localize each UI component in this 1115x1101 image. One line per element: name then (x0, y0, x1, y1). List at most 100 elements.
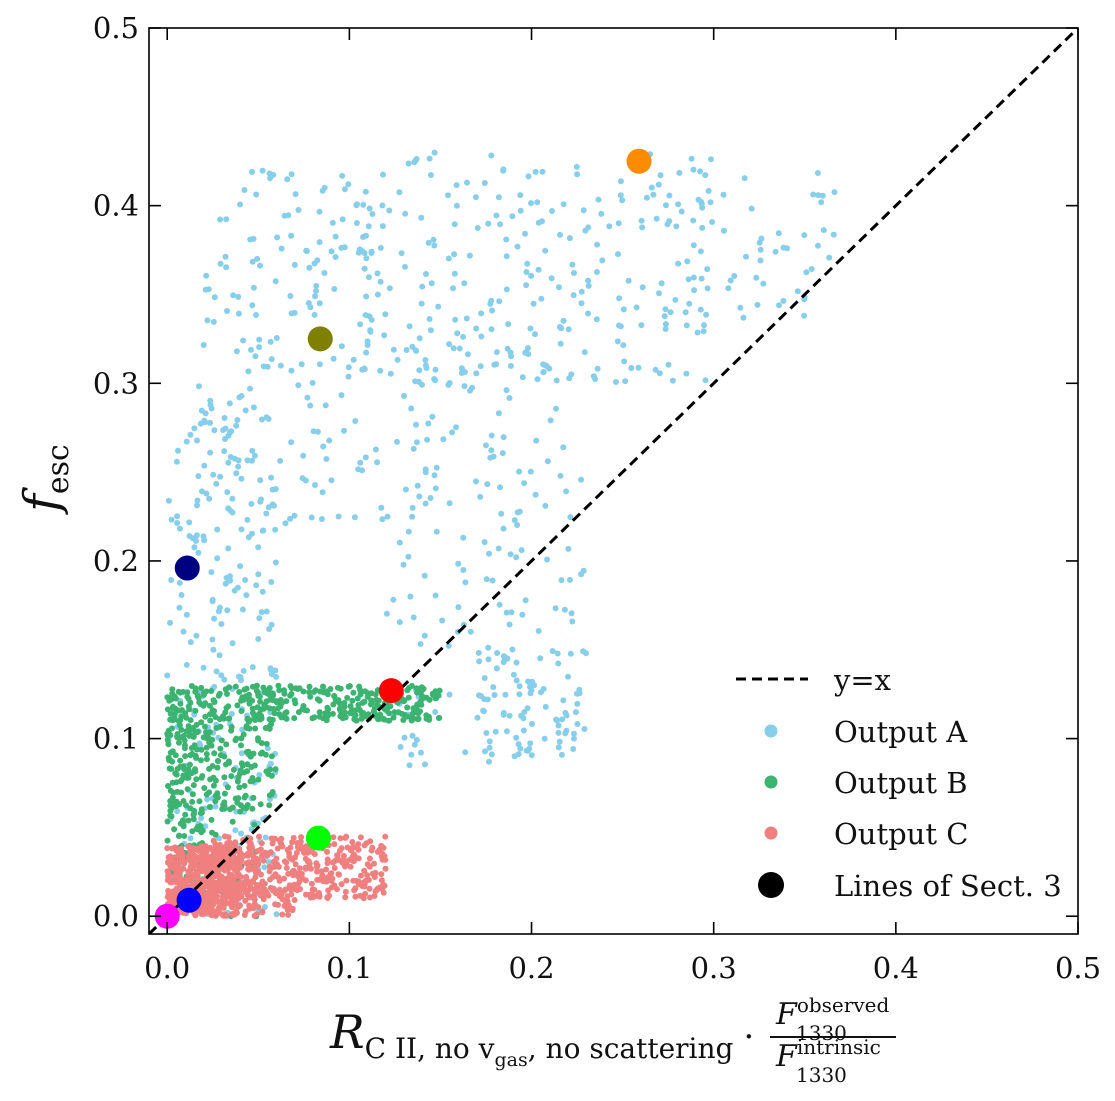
data-point-series-1 (386, 717, 393, 724)
data-point-series-1 (268, 721, 275, 728)
data-point-series-0 (461, 383, 468, 390)
data-point-series-0 (563, 488, 570, 495)
data-point-series-0 (522, 230, 528, 237)
data-point-series-1 (211, 750, 218, 757)
data-point-series-1 (316, 709, 323, 716)
data-point-series-0 (413, 421, 419, 428)
data-point-series-0 (328, 248, 335, 255)
data-point-series-0 (702, 377, 709, 384)
data-point-series-0 (225, 545, 232, 552)
y-tick-label: 0.5 (93, 11, 139, 45)
data-point-series-0 (406, 323, 413, 330)
data-point-series-0 (379, 516, 386, 523)
data-point-series-0 (570, 292, 577, 299)
data-point-series-1 (241, 782, 248, 789)
data-point-series-0 (238, 526, 245, 533)
data-point-series-0 (582, 227, 589, 234)
data-point-series-0 (176, 579, 183, 586)
data-point-series-0 (493, 212, 500, 219)
data-point-series-0 (574, 700, 581, 707)
data-point-series-2 (214, 869, 221, 876)
data-point-series-0 (492, 728, 499, 735)
data-points-layer (164, 149, 838, 920)
data-point-series-0 (655, 181, 662, 188)
data-point-series-0 (614, 338, 621, 345)
data-point-series-2 (274, 845, 281, 852)
data-point-series-0 (408, 751, 415, 758)
data-point-series-0 (423, 271, 429, 277)
data-point-series-0 (194, 437, 200, 444)
data-point-series-1 (395, 709, 402, 716)
data-point-series-0 (403, 347, 410, 353)
data-point-series-1 (190, 724, 197, 731)
data-point-series-0 (488, 447, 495, 454)
data-point-series-0 (272, 559, 279, 566)
data-point-series-2 (336, 871, 342, 878)
data-point-series-1 (238, 742, 244, 749)
data-point-series-2 (284, 893, 291, 900)
data-point-series-0 (210, 646, 217, 653)
data-point-series-0 (257, 498, 264, 505)
data-point-series-1 (203, 688, 210, 695)
data-point-series-1 (253, 682, 260, 689)
data-point-series-0 (509, 646, 516, 653)
data-point-series-0 (517, 207, 524, 214)
data-point-series-0 (557, 472, 564, 479)
data-point-series-1 (234, 778, 241, 785)
data-point-series-0 (313, 282, 320, 289)
data-point-series-1 (263, 704, 270, 710)
data-point-series-0 (475, 649, 482, 656)
data-point-series-0 (460, 534, 467, 541)
data-point-series-0 (386, 207, 393, 214)
data-point-series-2 (357, 892, 364, 899)
data-point-series-0 (506, 712, 513, 719)
data-point-series-0 (533, 437, 540, 444)
data-point-series-0 (328, 477, 335, 484)
data-point-series-0 (264, 745, 271, 752)
data-point-series-0 (525, 173, 532, 180)
data-point-series-0 (486, 744, 493, 751)
data-point-series-0 (224, 607, 231, 614)
data-point-series-0 (263, 608, 270, 615)
data-point-series-0 (377, 244, 384, 251)
data-point-series-0 (287, 515, 293, 522)
data-point-series-0 (238, 677, 244, 684)
data-point-series-0 (686, 300, 693, 307)
data-point-series-2 (380, 889, 387, 896)
data-point-series-0 (405, 160, 412, 167)
data-point-series-0 (657, 172, 664, 179)
data-point-series-0 (814, 170, 821, 176)
data-point-series-0 (530, 300, 537, 307)
data-point-series-2 (241, 912, 248, 918)
data-point-series-1 (221, 774, 228, 781)
data-point-series-0 (384, 513, 391, 520)
data-point-series-2 (228, 895, 235, 901)
data-point-series-0 (506, 621, 513, 628)
data-point-series-1 (226, 759, 232, 766)
data-point-series-2 (250, 879, 256, 886)
data-point-series-0 (483, 576, 490, 583)
data-point-series-0 (538, 689, 544, 696)
data-point-series-0 (478, 310, 485, 317)
data-point-series-1 (182, 742, 188, 749)
data-point-series-0 (676, 169, 683, 176)
data-point-series-0 (690, 166, 697, 173)
data-point-series-2 (331, 865, 338, 871)
data-point-series-2 (276, 886, 283, 893)
data-point-series-0 (410, 445, 417, 452)
highlight-point-0 (626, 148, 652, 174)
highlight-point-5 (176, 887, 202, 913)
data-point-series-1 (185, 774, 192, 781)
data-point-series-0 (402, 263, 408, 270)
data-point-series-0 (427, 172, 434, 178)
data-point-series-0 (648, 184, 655, 191)
data-point-series-0 (196, 383, 202, 390)
data-point-series-1 (423, 712, 430, 719)
data-point-series-0 (364, 338, 371, 345)
data-point-series-0 (708, 156, 714, 163)
data-point-series-0 (335, 513, 342, 520)
data-point-series-1 (218, 737, 225, 744)
data-point-series-1 (240, 731, 247, 738)
data-point-series-0 (381, 332, 388, 339)
data-point-series-0 (248, 346, 254, 353)
